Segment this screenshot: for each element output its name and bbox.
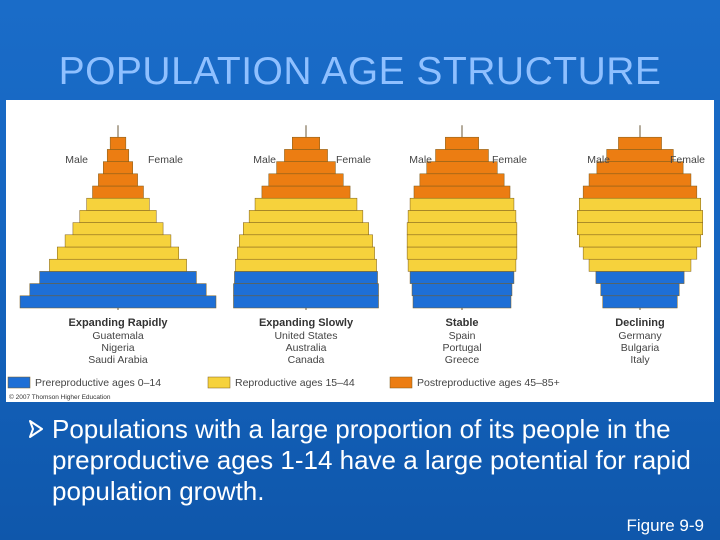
slide-title: POPULATION AGE STRUCTURE	[58, 50, 662, 93]
age-bar	[409, 271, 515, 284]
age-bar	[106, 149, 130, 162]
pyramid-country: Guatemala	[92, 330, 144, 342]
legend-label: Reproductive ages 15–44	[235, 377, 355, 389]
age-bar	[588, 173, 692, 187]
bullet-text: Populations with a large proportion of i…	[52, 414, 691, 506]
age-bar	[86, 197, 150, 211]
male-label: Male	[253, 154, 276, 166]
age-bar	[435, 149, 489, 162]
age-bar	[406, 222, 518, 236]
age-bar	[79, 210, 157, 223]
age-bar	[92, 185, 144, 199]
age-bar	[98, 173, 138, 187]
male-label: Male	[587, 154, 610, 166]
age-bar	[578, 197, 702, 211]
pyramid-country: Australia	[286, 342, 327, 354]
age-bar	[243, 222, 369, 236]
pyramid-country: Bulgaria	[621, 342, 660, 354]
age-bar	[233, 295, 379, 309]
age-bar	[406, 234, 518, 248]
age-bar	[261, 185, 351, 199]
age-bar	[595, 271, 685, 284]
age-bar	[19, 295, 217, 309]
age-bar	[72, 222, 164, 236]
age-bar	[577, 222, 703, 236]
age-bar	[445, 136, 479, 150]
age-bar	[39, 271, 197, 284]
age-bar	[235, 258, 377, 272]
pyramid-country: Italy	[630, 354, 650, 366]
age-bar	[577, 210, 703, 223]
pyramid-country: Greece	[445, 354, 480, 366]
age-bar	[64, 234, 172, 248]
figure-number: Figure 9-9	[626, 516, 704, 535]
pyramid-country: Germany	[618, 330, 662, 342]
age-bar	[602, 295, 678, 309]
age-bar	[237, 246, 375, 260]
pyramid-country: Nigeria	[101, 342, 134, 354]
age-bar	[618, 136, 662, 150]
age-bar	[234, 271, 378, 284]
age-bar	[407, 210, 517, 223]
legend-swatch	[207, 376, 231, 389]
legend-label: Prereproductive ages 0–14	[35, 377, 161, 389]
pyramid-country: Spain	[449, 330, 476, 342]
age-bar	[49, 258, 187, 272]
female-label: Female	[492, 154, 527, 166]
age-bar	[606, 149, 674, 162]
pyramid-country: United States	[274, 330, 337, 342]
age-bar	[413, 185, 511, 199]
age-bar	[600, 283, 680, 297]
female-label: Female	[336, 154, 371, 166]
age-bar	[56, 246, 180, 260]
age-bar	[588, 258, 692, 272]
age-bar	[406, 246, 518, 260]
age-bar	[276, 161, 336, 175]
legend-label: Postreproductive ages 45–85+	[417, 377, 560, 389]
age-bar	[29, 283, 207, 297]
pyramid-country: Canada	[288, 354, 325, 366]
age-bar	[268, 173, 344, 187]
arrow-bullet-icon	[29, 420, 43, 438]
age-bar	[411, 283, 513, 297]
age-bar	[109, 136, 127, 150]
age-bar	[578, 234, 702, 248]
age-bar	[284, 149, 328, 162]
pyramid-title: Declining	[615, 317, 665, 329]
female-label: Female	[670, 154, 705, 166]
age-bar	[426, 161, 498, 175]
age-bar	[407, 258, 517, 272]
age-bar	[239, 234, 373, 248]
male-label: Male	[65, 154, 88, 166]
age-structure-diagram: Male Female Expanding RapidlyGuatemalaNige…	[7, 125, 705, 401]
age-bar	[248, 210, 364, 223]
pyramid-country: Saudi Arabia	[88, 354, 148, 366]
pyramid-title: Expanding Rapidly	[68, 317, 168, 329]
age-bar	[292, 136, 320, 150]
age-bar	[419, 173, 505, 187]
female-label: Female	[148, 154, 183, 166]
pyramid-title: Stable	[445, 317, 478, 329]
pyramid-country: Portugal	[442, 342, 481, 354]
age-bar	[409, 197, 515, 211]
legend-swatch	[389, 376, 413, 389]
age-bar	[582, 185, 698, 199]
legend-swatch	[7, 376, 31, 389]
age-bar	[254, 197, 358, 211]
age-structure-figure: Male Female Expanding Rapidly Guatemala Nige…	[6, 100, 714, 402]
male-label: Male	[409, 154, 432, 166]
age-bar	[582, 246, 698, 260]
age-bar	[233, 283, 379, 297]
age-bar	[103, 161, 133, 175]
pyramid-title: Expanding Slowly	[259, 317, 354, 329]
age-bar	[412, 295, 512, 309]
copyright-text: © 2007 Thomson Higher Education	[9, 393, 111, 401]
